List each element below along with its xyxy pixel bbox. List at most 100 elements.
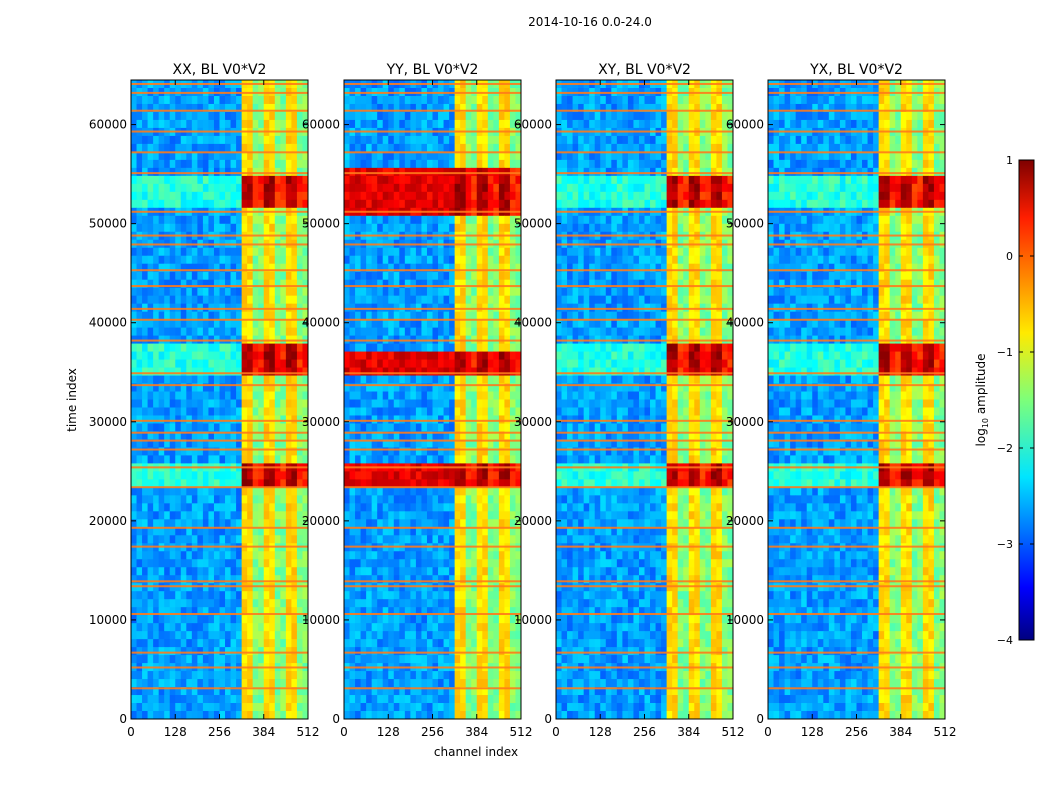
heatmap-cell (136, 655, 143, 664)
heatmap-cell (399, 415, 406, 424)
heatmap-cell (471, 567, 478, 576)
heatmap-cell (142, 671, 148, 680)
heatmap-cell (285, 591, 292, 600)
heatmap-cell (465, 279, 472, 289)
heatmap-cell (410, 575, 417, 584)
heatmap-cell (493, 111, 500, 121)
heatmap-cell (421, 551, 428, 560)
heatmap-cell (498, 279, 505, 289)
heatmap-cell (504, 631, 511, 640)
heatmap-cell (202, 551, 209, 560)
heatmap-cell (421, 415, 428, 424)
heatmap-cell (252, 263, 259, 273)
heatmap-cell (136, 479, 143, 488)
heatmap-cell (355, 399, 361, 408)
heatmap-cell (131, 103, 137, 113)
heatmap-cell (471, 415, 478, 424)
heatmap-cell (366, 583, 373, 592)
heatmap-cell (487, 511, 494, 520)
heatmap-cell (280, 591, 287, 600)
heatmap-cell (382, 311, 389, 321)
heatmap-cell (404, 423, 411, 432)
heatmap-cell (169, 255, 176, 265)
heatmap-cell (153, 551, 160, 560)
heatmap-cell (487, 407, 494, 416)
heatmap-cell (476, 591, 483, 600)
heatmap-cell (296, 351, 303, 360)
heatmap-cell (399, 295, 406, 305)
heatmap-cell (465, 119, 472, 129)
heatmap-cell (202, 535, 209, 544)
heatmap-cell (487, 599, 494, 608)
heatmap-cell (208, 399, 215, 408)
heatmap-cell (175, 607, 182, 616)
heatmap-cell (175, 191, 182, 201)
heatmap-cell (131, 567, 137, 576)
heatmap-cell (482, 495, 489, 504)
heatmap-cell (360, 407, 367, 416)
heatmap-cell (443, 111, 450, 121)
heatmap-cell (131, 631, 137, 640)
heatmap-cell (269, 447, 276, 456)
heatmap-cell (208, 551, 215, 560)
heatmap-cell (504, 639, 511, 648)
heatmap-cell (454, 247, 461, 257)
heatmap-cell (377, 551, 384, 560)
heatmap-cell (280, 495, 287, 504)
heatmap-cell (449, 527, 456, 536)
heatmap-cell (131, 423, 137, 432)
heatmap-cell (349, 119, 356, 129)
heatmap-cell (247, 703, 254, 712)
heatmap-cell (377, 319, 384, 329)
heatmap-cell (471, 607, 478, 616)
heatmap-cell (213, 167, 220, 177)
heatmap-cell (142, 183, 148, 193)
heatmap-cell (349, 295, 356, 305)
heatmap-cell (487, 479, 494, 488)
heatmap-cell (415, 511, 422, 520)
heatmap-cell (225, 503, 231, 512)
heatmap-cell (371, 167, 378, 177)
heatmap-cell (252, 511, 259, 520)
heatmap-cell (274, 455, 281, 464)
heatmap-cell (482, 647, 489, 656)
heatmap-cell (465, 527, 472, 536)
heatmap-cell (175, 535, 182, 544)
heatmap-cell (355, 271, 361, 281)
heatmap-cell (487, 535, 494, 544)
heatmap-cell (498, 647, 505, 656)
heatmap-cell (432, 255, 439, 265)
heatmap-cell (371, 511, 378, 520)
heatmap-cell (438, 503, 444, 512)
heatmap-cell (197, 199, 204, 209)
heatmap-cell (169, 151, 176, 161)
heatmap-cell (208, 223, 215, 233)
heatmap-cell (443, 439, 450, 448)
heatmap-cell (280, 247, 287, 257)
heatmap-cell (487, 623, 494, 632)
heatmap-cell (169, 191, 176, 201)
heatmap-cell (449, 415, 456, 424)
heatmap-cell (291, 191, 298, 201)
heatmap-cell (252, 455, 259, 464)
heatmap-cell (454, 439, 461, 448)
heatmap-cell (509, 615, 516, 624)
heatmap-cell (208, 487, 215, 496)
heatmap-cell (302, 199, 309, 209)
heatmap-cell (449, 271, 456, 281)
heatmap-cell (180, 599, 187, 608)
heatmap-cell (460, 399, 467, 408)
heatmap-cell (371, 623, 378, 632)
heatmap-cell (460, 271, 467, 281)
heatmap-cell (393, 511, 400, 520)
heatmap-cell (186, 103, 193, 113)
heatmap-cell (399, 287, 406, 297)
heatmap-cell (263, 447, 270, 456)
heatmap-cell (131, 367, 137, 376)
heatmap-cell (175, 503, 182, 512)
heatmap-cell (280, 623, 287, 632)
heatmap-cell (377, 575, 384, 584)
heatmap-cell (471, 615, 478, 624)
heatmap-cell (355, 447, 361, 456)
heatmap-cell (388, 199, 395, 209)
